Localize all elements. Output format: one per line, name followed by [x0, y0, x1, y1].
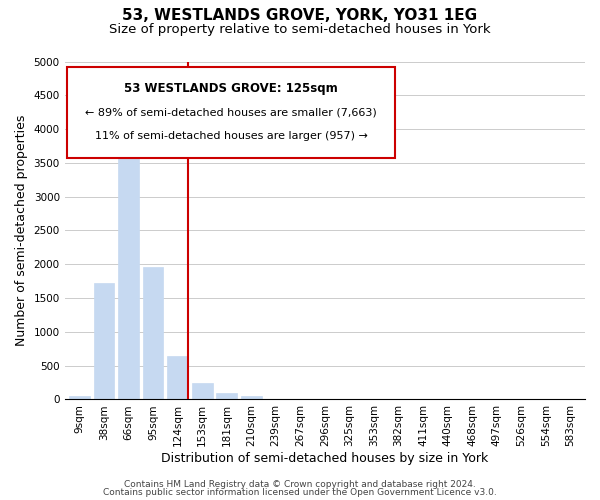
- Bar: [69, 396, 90, 400]
- Text: Contains HM Land Registry data © Crown copyright and database right 2024.: Contains HM Land Registry data © Crown c…: [124, 480, 476, 489]
- Bar: [143, 267, 163, 400]
- Text: 53, WESTLANDS GROVE, YORK, YO31 1EG: 53, WESTLANDS GROVE, YORK, YO31 1EG: [122, 8, 478, 22]
- Bar: [118, 128, 139, 400]
- Bar: [216, 394, 237, 400]
- Text: ← 89% of semi-detached houses are smaller (7,663): ← 89% of semi-detached houses are smalle…: [85, 107, 377, 117]
- Bar: [94, 282, 115, 400]
- Text: 53 WESTLANDS GROVE: 125sqm: 53 WESTLANDS GROVE: 125sqm: [124, 82, 338, 95]
- Y-axis label: Number of semi-detached properties: Number of semi-detached properties: [15, 115, 28, 346]
- X-axis label: Distribution of semi-detached houses by size in York: Distribution of semi-detached houses by …: [161, 452, 488, 465]
- Text: Contains public sector information licensed under the Open Government Licence v3: Contains public sector information licen…: [103, 488, 497, 497]
- FancyBboxPatch shape: [67, 66, 395, 158]
- Bar: [241, 396, 262, 400]
- Text: 11% of semi-detached houses are larger (957) →: 11% of semi-detached houses are larger (…: [95, 131, 368, 141]
- Bar: [191, 383, 212, 400]
- Bar: [167, 356, 188, 400]
- Text: Size of property relative to semi-detached houses in York: Size of property relative to semi-detach…: [109, 22, 491, 36]
